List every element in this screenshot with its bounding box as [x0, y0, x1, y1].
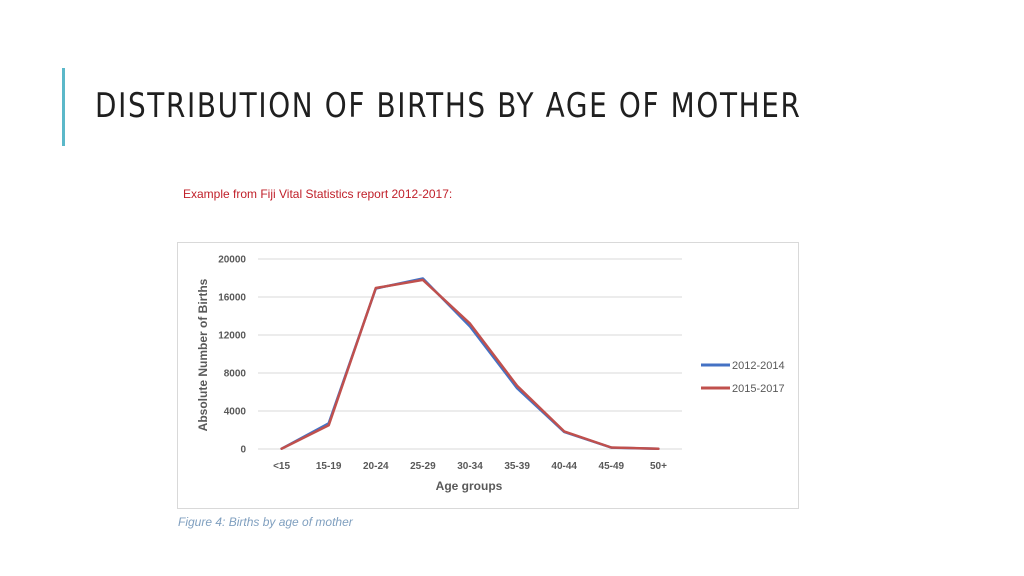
y-tick-label: 20000	[218, 255, 246, 266]
source-caption: Example from Fiji Vital Statistics repor…	[183, 187, 453, 201]
y-tick-labels: 0 4000 8000 12000 16000 20000	[218, 255, 246, 456]
line-chart: 0 4000 8000 12000 16000 20000 <15 15-19 20-24 25…	[196, 255, 785, 494]
series-line-0	[280, 277, 660, 451]
y-axis-title: Absolute Number of Births	[196, 278, 210, 431]
y-tick-label: 8000	[224, 369, 247, 380]
x-tick-label: 15-19	[316, 461, 342, 472]
x-tick-labels: <15 15-19 20-24 25-29 30-34 35-39 40-44 45-49 50…	[273, 461, 667, 472]
x-tick-label: 35-39	[504, 461, 530, 472]
legend-label: 2012-2014	[732, 360, 785, 372]
gridlines	[258, 258, 682, 450]
figure-caption: Figure 4: Births by age of mother	[178, 515, 353, 529]
legend: 2012-2014 2015-2017	[701, 360, 785, 395]
title-accent-bar	[62, 68, 65, 146]
chart-frame: 0 4000 8000 12000 16000 20000 <15 15-19 20-24 25…	[177, 242, 799, 509]
x-tick-label: 50+	[650, 461, 667, 472]
x-tick-label: 20-24	[363, 461, 389, 472]
slide-title: DISTRIBUTION OF BIRTHS BY AGE OF MOTHER	[95, 86, 802, 126]
series-line-1	[280, 278, 660, 451]
legend-label: 2015-2017	[732, 383, 785, 395]
y-tick-label: 4000	[224, 407, 247, 418]
series-lines	[280, 277, 660, 451]
x-tick-label: 30-34	[457, 461, 483, 472]
x-axis-title: Age groups	[436, 479, 503, 493]
y-tick-label: 12000	[218, 331, 246, 342]
x-tick-label: 25-29	[410, 461, 436, 472]
y-tick-label: 16000	[218, 293, 246, 304]
x-tick-label: 45-49	[599, 461, 625, 472]
x-tick-label: <15	[273, 461, 290, 472]
y-tick-label: 0	[240, 445, 246, 456]
x-tick-label: 40-44	[551, 461, 577, 472]
